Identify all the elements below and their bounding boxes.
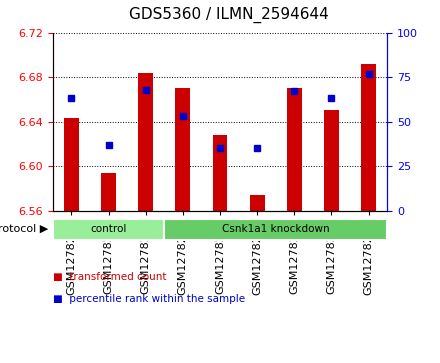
Bar	[361, 64, 376, 211]
Bar	[176, 88, 190, 211]
Bar	[101, 173, 116, 211]
Text: protocol ▶: protocol ▶	[0, 224, 48, 234]
Bar	[287, 88, 302, 211]
Bar	[138, 73, 153, 211]
Bar	[64, 118, 79, 211]
Text: Csnk1a1 knockdown: Csnk1a1 knockdown	[222, 224, 330, 234]
Text: GDS5360 / ILMN_2594644: GDS5360 / ILMN_2594644	[129, 7, 329, 24]
Bar	[213, 135, 227, 211]
Text: ■  percentile rank within the sample: ■ percentile rank within the sample	[53, 294, 245, 304]
FancyBboxPatch shape	[53, 219, 164, 240]
Text: control: control	[90, 224, 127, 234]
Bar	[250, 195, 264, 211]
Text: ■  transformed count: ■ transformed count	[53, 272, 166, 282]
FancyBboxPatch shape	[164, 219, 387, 240]
Bar	[324, 110, 339, 211]
